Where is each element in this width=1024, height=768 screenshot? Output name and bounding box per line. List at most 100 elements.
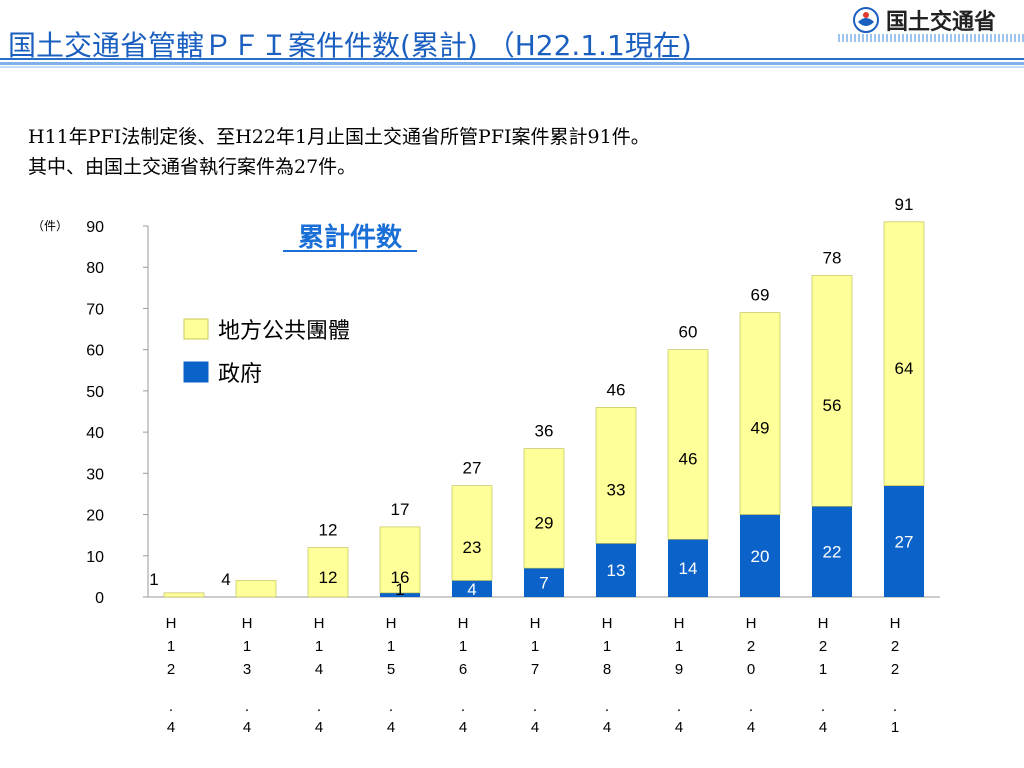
government-value-label: 1 xyxy=(395,580,404,599)
header-rule-bottom xyxy=(0,66,1024,68)
category-label-char: 4 xyxy=(387,719,395,736)
category-label-char: 1 xyxy=(243,638,251,655)
bar-local xyxy=(739,312,781,515)
total-label: 78 xyxy=(823,248,842,267)
bar-local xyxy=(451,485,493,581)
category-label-char: 4 xyxy=(819,719,827,736)
bar-local xyxy=(235,580,277,598)
y-tick-label: 60 xyxy=(86,343,104,360)
category-label-char: 4 xyxy=(675,719,683,736)
category-label-char: H xyxy=(746,615,757,632)
category-label-char: . xyxy=(749,698,753,715)
y-tick-label: 10 xyxy=(86,549,104,566)
total-label: 27 xyxy=(463,459,482,478)
category-label-char: H xyxy=(166,615,177,632)
category-label-char: 1 xyxy=(315,638,323,655)
legend-label-local: 地方公共團體 xyxy=(218,319,350,344)
bar-government xyxy=(668,539,708,597)
category-label-char: H xyxy=(386,615,397,632)
category-label-char: 4 xyxy=(243,719,251,736)
total-label: 91 xyxy=(895,195,914,214)
category-label-char: H xyxy=(530,615,541,632)
category-label-char: 2 xyxy=(747,638,755,655)
bar-local xyxy=(667,349,709,540)
total-label: 69 xyxy=(751,286,770,305)
category-label-char: 4 xyxy=(459,719,467,736)
category-label-char: 2 xyxy=(891,638,899,655)
government-value-label: 20 xyxy=(751,547,770,566)
logo-stripes xyxy=(838,34,1024,42)
bar-government xyxy=(812,506,852,597)
header-rule-mid xyxy=(0,62,1024,65)
category-label-char: 8 xyxy=(603,661,611,678)
bar-local xyxy=(379,526,421,594)
category-label-char: . xyxy=(389,698,393,715)
category-label-char: H xyxy=(314,615,325,632)
government-value-label: 22 xyxy=(823,543,842,562)
local-value-label: 1 xyxy=(149,570,158,589)
category-label-char: 3 xyxy=(243,661,251,678)
total-label: 60 xyxy=(679,323,698,342)
category-label-char: 1 xyxy=(819,661,827,678)
legend-swatch-local xyxy=(183,318,209,340)
local-value-label: 16 xyxy=(391,568,410,587)
category-label-char: 4 xyxy=(531,719,539,736)
category-label-char: 4 xyxy=(603,719,611,736)
government-value-label: 14 xyxy=(679,559,698,578)
government-value-label: 7 xyxy=(539,574,548,593)
bar-government xyxy=(884,485,924,597)
local-value-label: 56 xyxy=(823,396,842,415)
category-label-char: 2 xyxy=(891,661,899,678)
ministry-logo: 国土交通省 xyxy=(852,4,996,36)
category-label-char: 1 xyxy=(167,638,175,655)
local-value-label: 12 xyxy=(319,568,338,587)
y-tick-label: 20 xyxy=(86,508,104,525)
category-label-char: 1 xyxy=(387,638,395,655)
logo-text: 国土交通省 xyxy=(886,10,997,35)
category-label-char: 4 xyxy=(747,719,755,736)
y-axis-unit-label: （件） xyxy=(32,219,68,233)
intro-line-1: H11年PFI法制定後、至H22年1月止国土交通省所管PFI案件累計91件。 xyxy=(28,126,650,148)
bar-local xyxy=(307,547,349,598)
bar-local xyxy=(523,448,565,569)
total-label: 36 xyxy=(535,422,554,441)
local-value-label: 49 xyxy=(751,419,770,438)
category-label-char: . xyxy=(317,698,321,715)
category-label-char: . xyxy=(533,698,537,715)
government-value-label: 4 xyxy=(467,580,476,599)
ministry-logo-icon xyxy=(853,7,879,33)
header-bar: 国土交通省管轄ＰＦＩ案件件数(累計) （H22.1.1現在) 国土交通省 xyxy=(0,0,1024,70)
category-label-char: . xyxy=(677,698,681,715)
bar-government xyxy=(524,568,564,597)
category-label-char: 1 xyxy=(675,638,683,655)
y-tick-label: 30 xyxy=(86,466,104,483)
y-tick-label: 40 xyxy=(86,425,104,442)
y-tick-label: 0 xyxy=(95,590,104,607)
y-tick-label: 70 xyxy=(86,301,104,318)
category-label-char: H xyxy=(818,615,829,632)
category-label-char: 4 xyxy=(315,719,323,736)
legend-swatch-government xyxy=(183,361,209,383)
category-label-char: 2 xyxy=(819,638,827,655)
category-label-char: 7 xyxy=(531,661,539,678)
local-value-label: 64 xyxy=(895,359,914,378)
government-value-label: 13 xyxy=(607,561,626,580)
category-label-char: 1 xyxy=(531,638,539,655)
category-label-char: . xyxy=(893,698,897,715)
category-label-char: . xyxy=(169,698,173,715)
government-value-label: 27 xyxy=(895,532,914,551)
local-value-label: 33 xyxy=(607,480,626,499)
category-label-char: 1 xyxy=(891,719,899,736)
category-label-char: 1 xyxy=(603,638,611,655)
category-label-char: H xyxy=(890,615,901,632)
bar-local xyxy=(163,592,205,598)
bar-local xyxy=(595,407,637,544)
page-title: 国土交通省管轄ＰＦＩ案件件数(累計) （H22.1.1現在) xyxy=(8,29,692,62)
bar-local xyxy=(883,221,925,487)
category-label-char: 2 xyxy=(167,661,175,678)
bar-government xyxy=(740,514,780,597)
category-label-char: . xyxy=(461,698,465,715)
category-label-char: 1 xyxy=(459,638,467,655)
intro-text: H11年PFI法制定後、至H22年1月止国土交通省所管PFI案件累計91件。 其… xyxy=(28,122,650,182)
